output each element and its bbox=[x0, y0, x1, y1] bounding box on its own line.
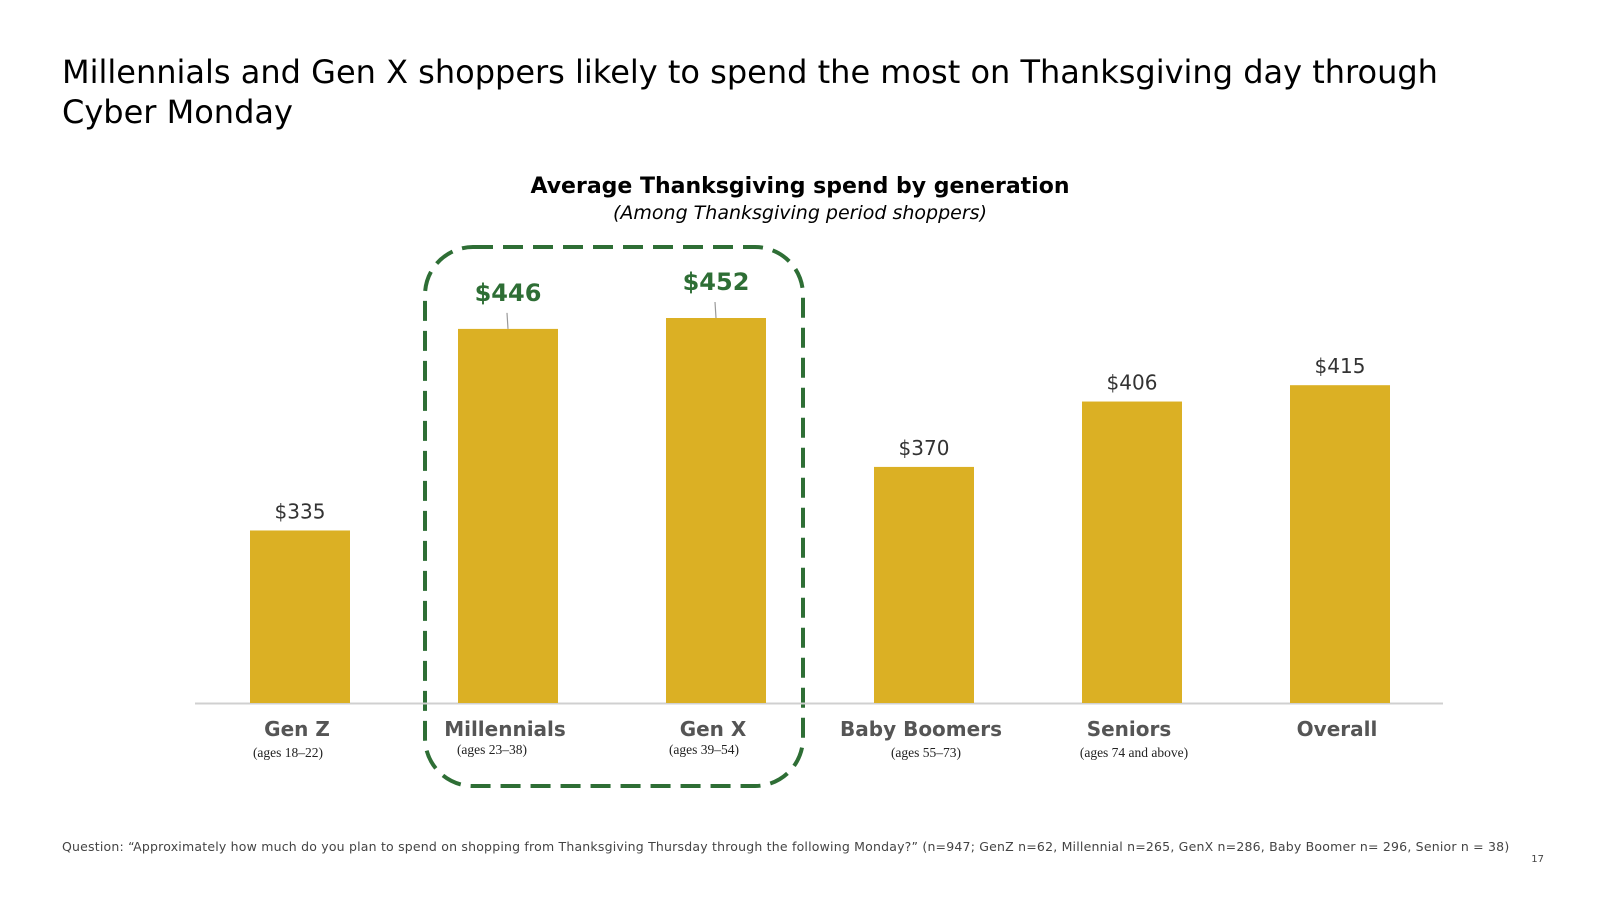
highlight-box bbox=[423, 245, 805, 788]
data-label-baby-boomers: $370 bbox=[899, 436, 950, 460]
slide-title: Millennials and Gen X shoppers likely to… bbox=[62, 53, 1438, 131]
bar-millennials bbox=[458, 328, 558, 703]
category-label-gen-z: Gen Z bbox=[264, 717, 330, 741]
category-sublabel-seniors: (ages 74 and above) bbox=[1080, 745, 1188, 760]
category-label-baby-boomers: Baby Boomers bbox=[840, 717, 1002, 741]
category-label-seniors: Seniors bbox=[1087, 717, 1172, 741]
category-sublabel-gen-z: (ages 18–22) bbox=[253, 745, 323, 760]
page-number: 17 bbox=[1531, 854, 1544, 865]
leader-line-millennials bbox=[506, 312, 509, 329]
bar-gen-z bbox=[250, 530, 350, 703]
bar-seniors bbox=[1082, 401, 1182, 703]
data-label-gen-z: $335 bbox=[275, 499, 326, 523]
category-sublabel-millennials: (ages 23–38) bbox=[457, 742, 527, 757]
data-label-gen-x: $452 bbox=[683, 268, 750, 296]
category-label-gen-x: Gen X bbox=[680, 717, 747, 741]
category-label-overall: Overall bbox=[1297, 717, 1378, 741]
category-label-millennials: Millennials bbox=[444, 717, 566, 741]
data-label-overall: $415 bbox=[1315, 354, 1366, 378]
bar-gen-x bbox=[666, 318, 766, 703]
chart-title: Average Thanksgiving spend by generation bbox=[530, 174, 1070, 199]
footnote: Question: “Approximately how much do you… bbox=[62, 839, 1510, 854]
data-label-seniors: $406 bbox=[1107, 371, 1158, 395]
bar-overall bbox=[1290, 385, 1390, 703]
chart-subtitle: (Among Thanksgiving period shoppers) bbox=[613, 202, 987, 224]
leader-line-gen-x bbox=[714, 301, 717, 319]
category-sublabel-gen-x: (ages 39–54) bbox=[669, 742, 739, 757]
category-sublabel-baby-boomers: (ages 55–73) bbox=[891, 745, 961, 760]
data-label-millennials: $446 bbox=[475, 279, 542, 307]
bar-baby-boomers bbox=[874, 466, 974, 703]
